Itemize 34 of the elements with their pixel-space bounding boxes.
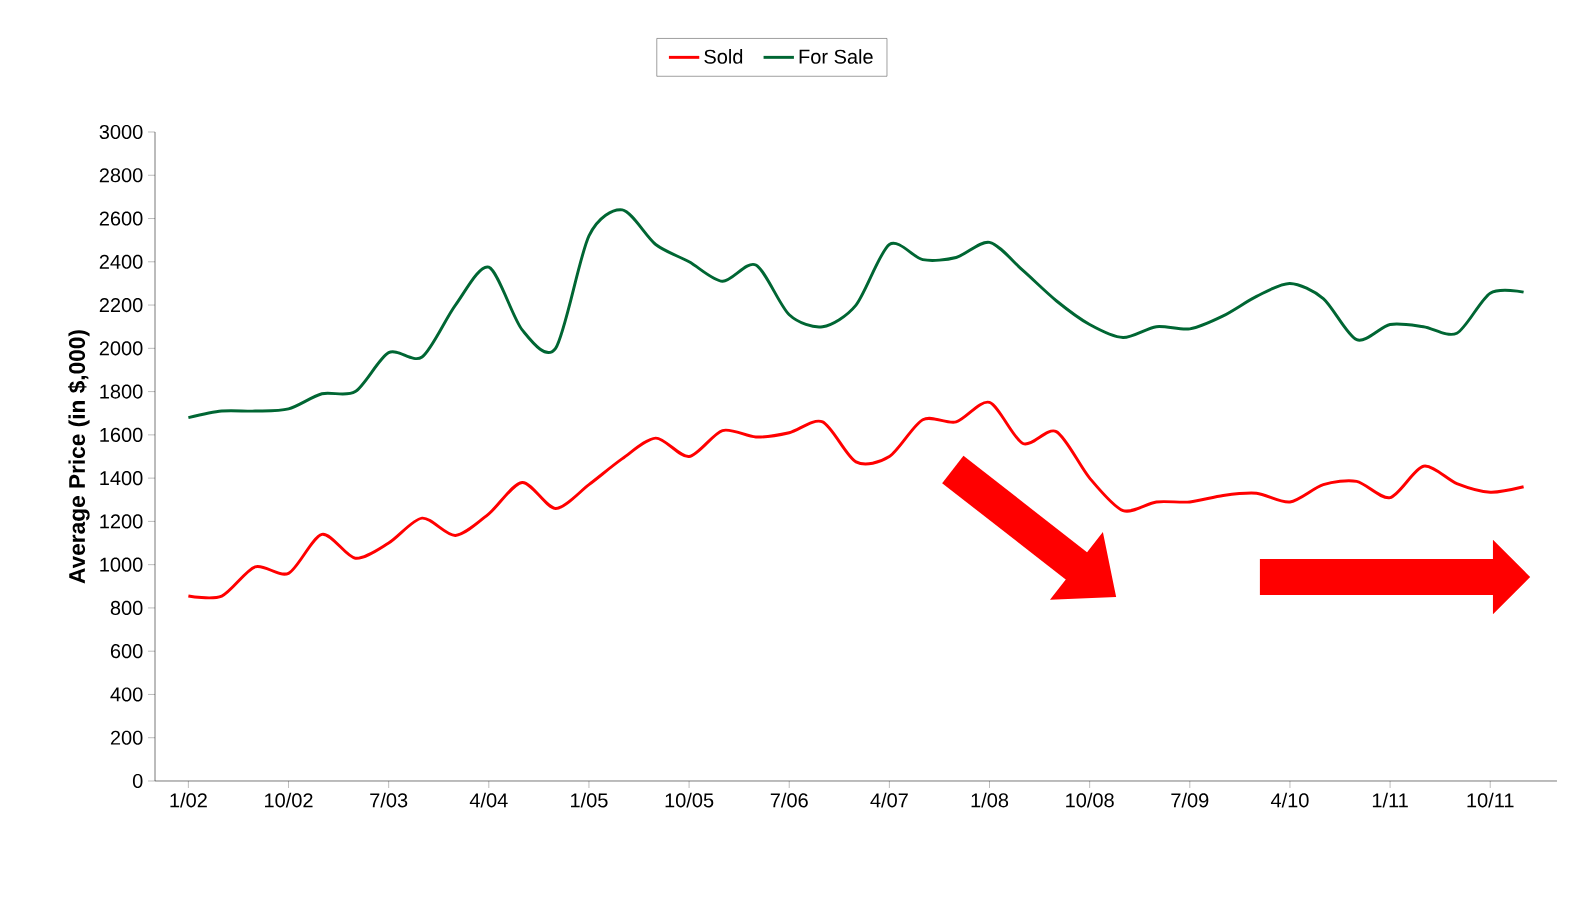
y-tick-label: 1000 xyxy=(100,557,143,572)
y-tick-label: 2000 xyxy=(99,341,143,356)
legend-label: For Sale xyxy=(799,49,873,64)
x-tick-label: 10/05 xyxy=(665,792,714,808)
y-tick-label: 1600 xyxy=(100,427,143,442)
x-tick-label: 10/08 xyxy=(1066,792,1114,808)
x-tick-label: 1/11 xyxy=(1372,792,1408,808)
y-tick-label: 0 xyxy=(132,773,143,789)
y-tick-label: 400 xyxy=(110,687,143,702)
x-tick-label: 10/02 xyxy=(265,792,313,808)
y-tick-label: 800 xyxy=(110,600,143,615)
x-tick-label: 4/07 xyxy=(870,792,908,808)
y-axis-title: Average Price (in $,000) xyxy=(68,330,90,584)
x-tick-label: 4/10 xyxy=(1270,792,1309,808)
line-series xyxy=(186,208,1526,420)
y-tick-label: 3000 xyxy=(99,124,143,140)
x-tick-label: 1/05 xyxy=(571,792,608,808)
x-tick-label: 7/03 xyxy=(370,792,408,808)
y-tick-label: 2200 xyxy=(99,297,143,313)
y-tick-label: 1400 xyxy=(100,471,143,486)
x-tick-label: 4/04 xyxy=(469,792,508,808)
y-tick-label: 2800 xyxy=(99,168,143,183)
x-tick-label: 10/11 xyxy=(1467,792,1514,808)
x-tick-label: 7/09 xyxy=(1171,792,1209,808)
y-tick-label: 600 xyxy=(110,644,143,659)
x-tick-label: 7/06 xyxy=(770,792,808,808)
x-tick-label: 1/08 xyxy=(971,792,1009,808)
y-tick-label: 1800 xyxy=(100,384,143,399)
y-tick-label: 2400 xyxy=(99,254,143,269)
y-tick-label: 200 xyxy=(110,730,143,745)
x-tick-label: 1/02 xyxy=(170,792,207,808)
y-tick-label: 2600 xyxy=(99,211,143,226)
y-tick-label: 1200 xyxy=(100,514,143,529)
legend-label: Sold xyxy=(704,49,743,64)
